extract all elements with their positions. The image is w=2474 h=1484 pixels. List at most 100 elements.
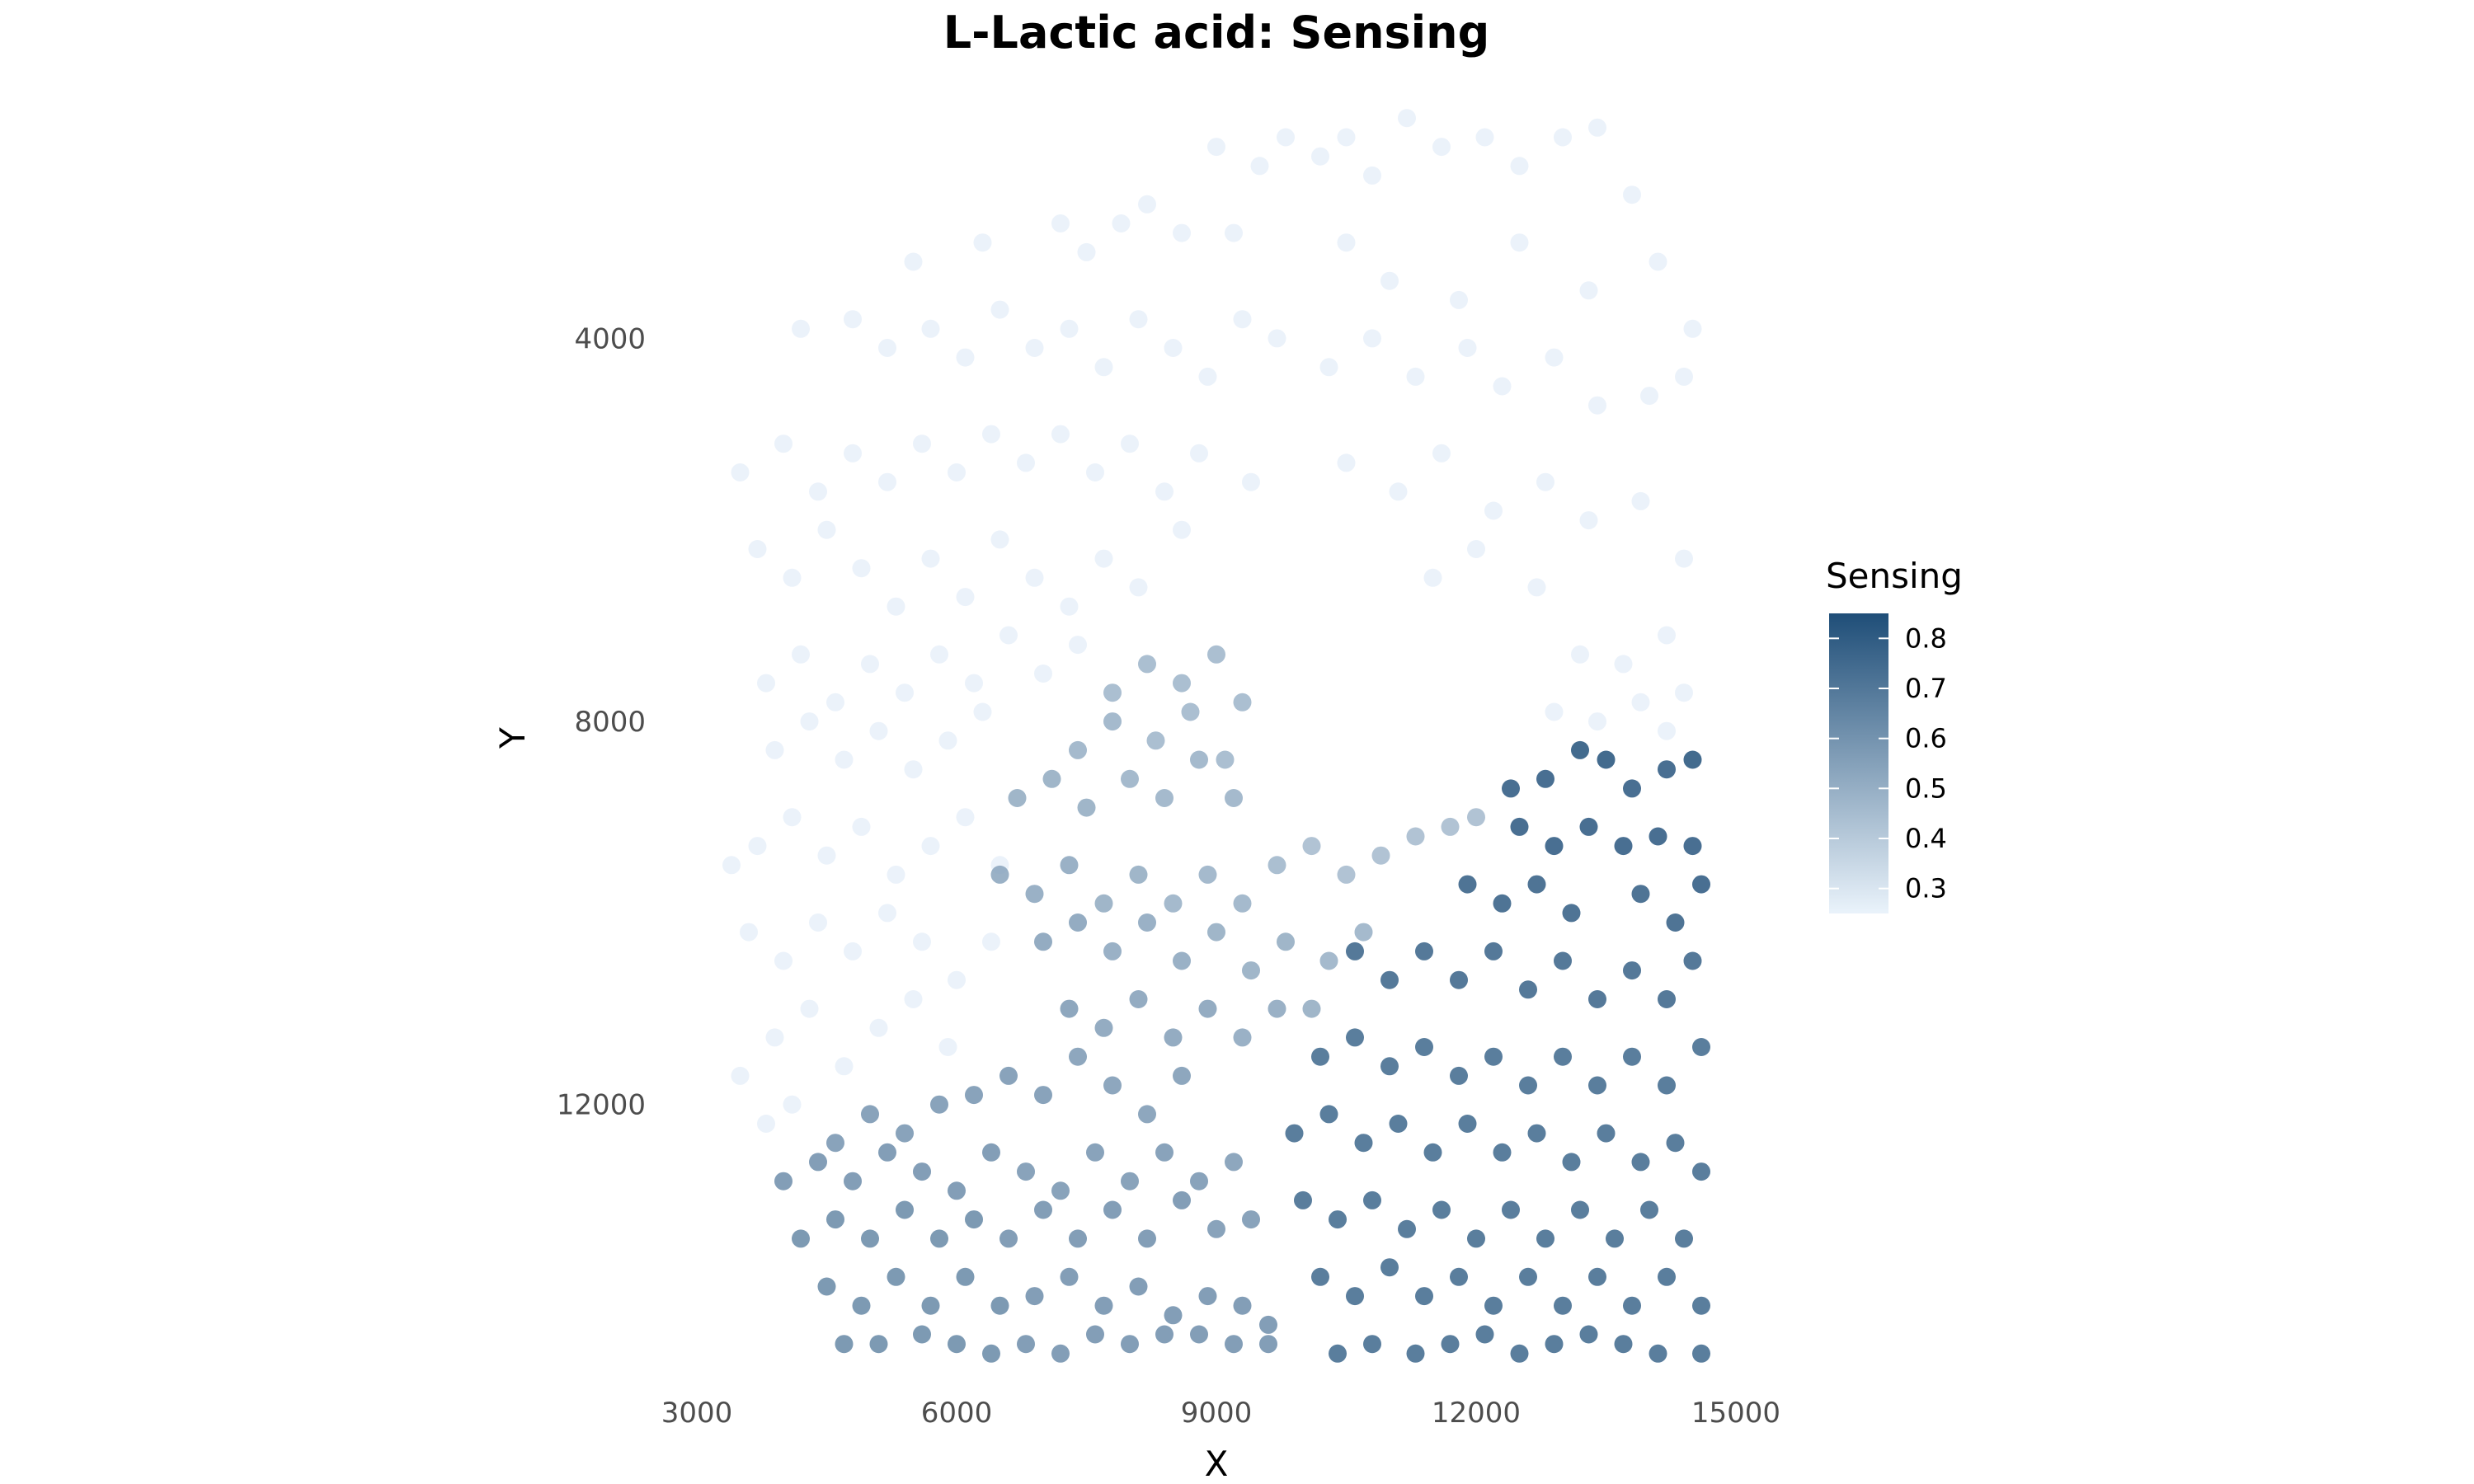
data-point xyxy=(1268,856,1286,875)
data-point xyxy=(990,530,1009,549)
data-point xyxy=(1268,999,1286,1018)
data-point xyxy=(1623,1047,1641,1066)
data-point xyxy=(921,1296,940,1315)
data-point xyxy=(921,319,940,338)
data-point xyxy=(1017,453,1035,472)
data-point xyxy=(1129,578,1148,597)
data-point xyxy=(1380,1258,1399,1277)
data-point xyxy=(1077,798,1096,817)
data-point xyxy=(1579,511,1598,530)
data-point xyxy=(1683,837,1702,856)
data-point xyxy=(1475,128,1494,147)
x-tick-label: 6000 xyxy=(921,1397,993,1430)
data-point xyxy=(1675,549,1693,568)
data-point xyxy=(921,837,940,856)
data-point xyxy=(1354,923,1373,942)
data-point xyxy=(1311,1267,1329,1286)
data-point xyxy=(1423,1143,1442,1162)
data-point xyxy=(1484,1296,1503,1315)
data-point xyxy=(1034,1086,1052,1105)
data-point xyxy=(1484,501,1503,520)
data-point xyxy=(1597,750,1616,769)
data-point xyxy=(948,1335,966,1354)
data-point xyxy=(999,1066,1018,1085)
data-point xyxy=(982,425,1000,444)
data-point xyxy=(1675,367,1693,386)
data-point xyxy=(887,597,905,616)
data-point xyxy=(1077,242,1096,261)
data-point xyxy=(1103,683,1122,702)
data-point xyxy=(1198,999,1217,1018)
data-point xyxy=(1519,1267,1537,1286)
data-point xyxy=(1198,367,1217,386)
data-point xyxy=(1285,1124,1304,1143)
data-point xyxy=(982,932,1000,951)
data-point xyxy=(1069,740,1087,759)
data-point xyxy=(1094,549,1113,568)
data-point xyxy=(1666,1134,1685,1153)
data-point xyxy=(1207,923,1225,942)
x-axis-title: X xyxy=(1205,1444,1229,1484)
data-point xyxy=(731,1066,750,1085)
x-tick-label: 9000 xyxy=(1181,1397,1253,1430)
data-point xyxy=(956,588,975,607)
data-point xyxy=(887,1267,905,1286)
data-point xyxy=(904,252,923,271)
data-point xyxy=(800,712,819,731)
data-point xyxy=(1138,1229,1156,1248)
data-point xyxy=(1319,1105,1338,1124)
data-point xyxy=(1545,1335,1564,1354)
data-point xyxy=(1614,655,1633,674)
data-point xyxy=(757,1115,775,1133)
data-point xyxy=(1225,789,1243,807)
data-point xyxy=(1510,233,1529,252)
data-point xyxy=(990,865,1009,884)
data-point xyxy=(1164,1028,1183,1047)
data-point xyxy=(1086,463,1104,481)
data-point xyxy=(913,434,931,453)
data-point xyxy=(1415,1038,1433,1056)
data-point xyxy=(817,1277,836,1296)
data-point xyxy=(1060,597,1079,616)
data-point xyxy=(1250,157,1269,176)
data-point xyxy=(913,1325,931,1344)
data-point xyxy=(1155,789,1174,807)
data-point xyxy=(1493,1143,1512,1162)
data-point xyxy=(1173,223,1191,242)
data-point xyxy=(1450,290,1468,309)
data-point xyxy=(1051,1181,1070,1200)
data-point xyxy=(1536,1229,1554,1248)
data-point xyxy=(1571,1200,1589,1219)
data-point xyxy=(1683,951,1702,970)
data-point xyxy=(1554,951,1572,970)
data-point xyxy=(1571,645,1589,664)
data-point xyxy=(1692,1038,1710,1056)
data-point xyxy=(1519,1076,1537,1095)
data-point xyxy=(1683,319,1702,338)
data-point xyxy=(1173,674,1191,693)
legend-tick-label: 0.3 xyxy=(1905,873,1947,904)
data-point xyxy=(844,942,862,960)
data-point xyxy=(1121,434,1139,453)
data-point xyxy=(1631,491,1650,510)
data-point xyxy=(1363,329,1381,348)
data-point xyxy=(817,520,836,539)
data-point xyxy=(861,1105,879,1124)
x-tick-label: 3000 xyxy=(661,1397,733,1430)
data-point xyxy=(1051,1344,1070,1363)
data-point xyxy=(1121,1172,1139,1190)
data-point xyxy=(835,1335,854,1354)
data-point xyxy=(1346,1028,1364,1047)
data-point xyxy=(800,999,819,1018)
data-point xyxy=(1658,626,1676,645)
data-point xyxy=(1588,990,1606,1008)
data-point xyxy=(1450,1066,1468,1085)
data-point xyxy=(1415,1287,1433,1306)
data-point xyxy=(1363,166,1381,185)
data-point xyxy=(896,1124,914,1143)
data-point xyxy=(1441,1335,1460,1354)
data-point xyxy=(1302,837,1321,856)
data-point xyxy=(835,750,854,769)
data-point xyxy=(1060,319,1079,338)
data-point xyxy=(1319,951,1338,970)
